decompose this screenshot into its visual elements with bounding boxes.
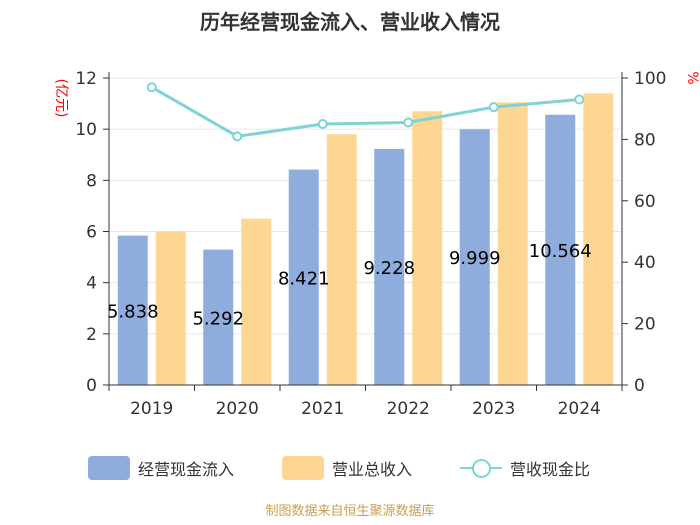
- left-tick-label: 12: [75, 69, 97, 89]
- bar-data-label: 5.292: [192, 308, 244, 329]
- legend-label-cash: 经营现金流入: [138, 460, 235, 479]
- x-tick-label: 2020: [216, 399, 259, 419]
- bar-cash-inflow: [288, 169, 319, 385]
- chart-title: 历年经营现金流入、营业收入情况: [200, 10, 500, 34]
- bar-data-label: 9.999: [449, 248, 501, 269]
- source-note: 制图数据来自恒生聚源数据库: [265, 504, 435, 519]
- bar-cash-inflow: [459, 129, 490, 385]
- x-tick-label: 2023: [472, 399, 515, 419]
- bar-data-label: 10.564: [529, 241, 592, 262]
- x-tick-label: 2019: [130, 399, 173, 419]
- legend-item-revenue[interactable]: 营业总收入: [282, 453, 412, 483]
- left-tick-label: 6: [86, 223, 97, 243]
- bar-revenue: [497, 102, 528, 385]
- bar-cash-inflow: [545, 114, 576, 385]
- right-tick-label: 40: [634, 253, 656, 273]
- right-axis-unit: %: [684, 71, 700, 84]
- left-axis-unit: (亿元): [53, 79, 69, 118]
- x-tick-label: 2022: [387, 399, 430, 419]
- x-tick-label: 2024: [558, 399, 601, 419]
- legend-item-cash[interactable]: 经营现金流入: [88, 453, 234, 483]
- right-tick-label: 60: [634, 192, 656, 212]
- legend-label-revenue: 营业总收入: [332, 460, 413, 479]
- legend: 经营现金流入 营业总收入 营收现金比: [0, 453, 700, 483]
- right-tick-label: 100: [634, 69, 666, 89]
- chart-canvas: 5.838 5.292 8.421 9.228 9.999 10.564 0 2 4 6 8 10 12…: [53, 69, 700, 419]
- bar-data-label: 5.838: [107, 301, 159, 322]
- left-tick-label: 8: [86, 171, 97, 191]
- right-tick-label: 80: [634, 130, 656, 150]
- bar-cash-inflow: [203, 249, 234, 385]
- bar-data-label: 9.228: [363, 258, 415, 279]
- bar-revenue: [241, 218, 272, 385]
- right-tick-label: 0: [634, 376, 645, 396]
- ratio-point: [574, 94, 585, 105]
- legend-swatch-cash: [88, 456, 130, 480]
- bar-cash-inflow: [117, 235, 148, 385]
- bar-cash-inflow: [374, 148, 405, 385]
- left-tick-label: 0: [86, 376, 97, 396]
- bar-revenue: [155, 231, 186, 385]
- left-tick-label: 2: [86, 325, 97, 345]
- ratio-point: [146, 82, 157, 93]
- left-tick-label: 4: [86, 274, 97, 294]
- ratio-point: [403, 117, 414, 128]
- left-tick-label: 10: [75, 120, 97, 140]
- legend-label-ratio: 营收现金比: [510, 460, 591, 479]
- bar-revenue: [412, 111, 443, 385]
- ratio-point: [232, 131, 243, 142]
- legend-line-icon: [460, 456, 502, 480]
- legend-swatch-revenue: [282, 456, 324, 480]
- right-tick-label: 20: [634, 315, 656, 335]
- bar-revenue: [583, 93, 614, 385]
- x-tick-label: 2021: [301, 399, 344, 419]
- ratio-line: [151, 85, 580, 138]
- ratio-point: [317, 119, 328, 130]
- legend-item-ratio[interactable]: 营收现金比: [460, 453, 590, 483]
- bar-revenue: [326, 134, 357, 385]
- bar-data-label: 8.421: [278, 268, 330, 289]
- ratio-point: [488, 102, 499, 113]
